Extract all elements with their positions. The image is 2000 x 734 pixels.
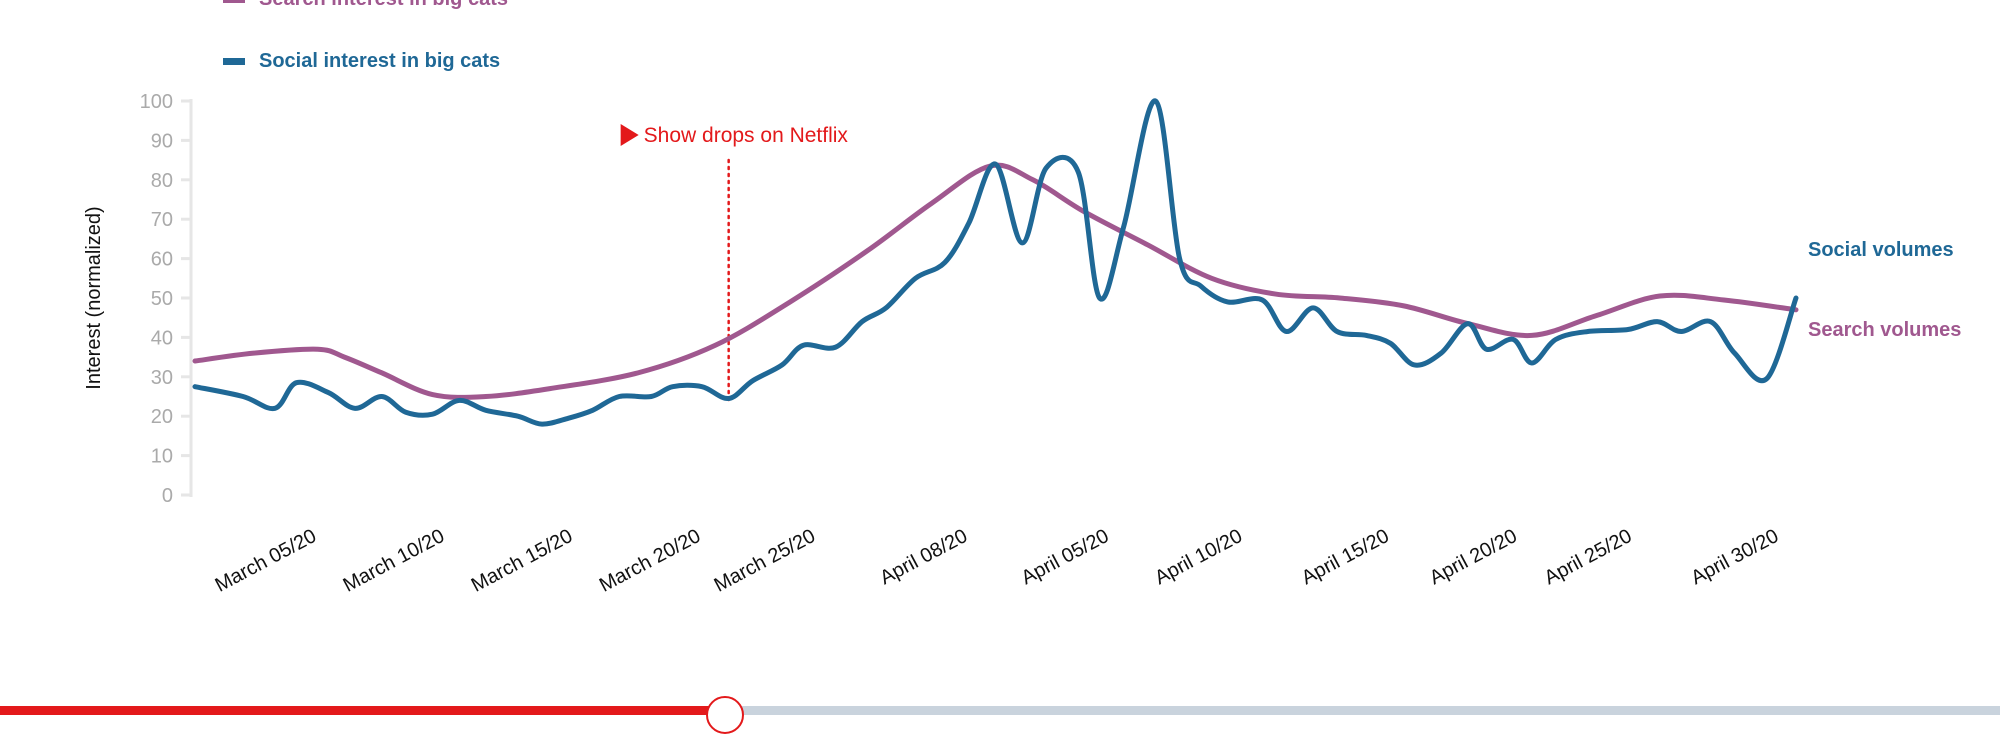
y-tick-label: 0 xyxy=(162,485,173,507)
legend-item-social[interactable]: Social interest in big cats xyxy=(223,50,500,73)
y-axis-title: Interest (normalized) xyxy=(83,206,105,389)
series-line-social xyxy=(192,98,1799,427)
x-tick-label: March 25/20 xyxy=(711,525,819,597)
x-tick-label: April 10/20 xyxy=(1151,525,1246,589)
annotation-label: Show drops on Netflix xyxy=(644,124,849,147)
y-tick-label: 60 xyxy=(151,249,173,271)
series-line-search xyxy=(192,162,1799,400)
x-tick-label: April 15/20 xyxy=(1298,525,1393,589)
timeline-progress xyxy=(0,706,727,715)
legend-label-social: Social interest in big cats xyxy=(259,50,501,72)
y-tick-label: 50 xyxy=(151,288,173,310)
end-label-social: Social volumes xyxy=(1808,239,1954,261)
x-tick-label: March 20/20 xyxy=(596,525,704,597)
x-tick-label: March 15/20 xyxy=(468,525,576,597)
timeline-handle[interactable] xyxy=(706,696,744,734)
end-label-search: Search volumes xyxy=(1808,319,1961,341)
y-tick-label: 80 xyxy=(151,170,173,192)
legend-swatch-search xyxy=(223,0,245,3)
x-tick-label: March 10/20 xyxy=(340,525,448,597)
x-tick-label: April 05/20 xyxy=(1018,525,1113,589)
y-tick-label: 40 xyxy=(151,327,173,349)
legend-swatch-social xyxy=(223,58,245,65)
x-tick-label: March 05/20 xyxy=(212,525,320,597)
x-tick-label: April 20/20 xyxy=(1426,525,1521,589)
legend-item-search[interactable]: Search interest in big cats xyxy=(223,0,508,11)
y-tick-label: 20 xyxy=(151,406,173,428)
x-tick-label: April 30/20 xyxy=(1688,525,1783,589)
y-tick-label: 90 xyxy=(151,130,173,152)
y-tick-label: 30 xyxy=(151,367,173,389)
timeline-track[interactable] xyxy=(0,706,2000,715)
x-tick-label: April 25/20 xyxy=(1541,525,1636,589)
y-tick-label: 100 xyxy=(140,91,173,113)
line-chart: Interest (normalized) 0 10 20 30 40 50 60 70 80 9… xyxy=(83,91,1961,597)
play-icon xyxy=(620,124,639,146)
y-tick-label: 70 xyxy=(151,209,173,231)
legend-label-search: Search interest in big cats xyxy=(259,0,508,11)
x-tick-label: April 08/20 xyxy=(876,525,971,589)
y-tick-label: 10 xyxy=(151,446,173,468)
